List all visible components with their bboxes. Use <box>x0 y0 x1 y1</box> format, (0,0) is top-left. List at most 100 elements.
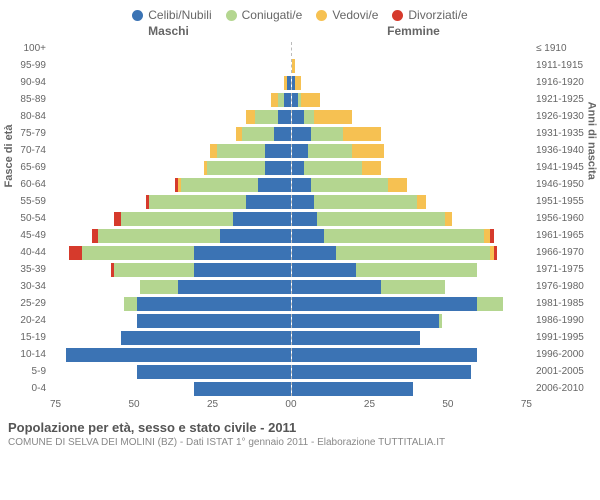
age-row: 0-42006-2010 <box>8 380 592 397</box>
age-label: 90-94 <box>8 77 50 88</box>
bar-segment <box>292 331 420 345</box>
birth-label: 1951-1955 <box>532 196 592 207</box>
male-bar <box>50 246 291 260</box>
bar-segment <box>137 314 291 328</box>
birth-label: 1911-1915 <box>532 60 592 71</box>
legend: Celibi/Nubili Coniugati/e Vedovi/e Divorzia… <box>0 0 600 24</box>
bar-segment <box>381 280 445 294</box>
age-label: 55-59 <box>8 196 50 207</box>
chart-title: Popolazione per età, sesso e stato civil… <box>8 420 592 435</box>
birth-label: 1976-1980 <box>532 281 592 292</box>
female-bar <box>291 178 533 192</box>
female-bar <box>291 229 533 243</box>
bar-segment <box>140 280 178 294</box>
legend-label: Coniugati/e <box>242 8 303 22</box>
legend-item: Vedovi/e <box>316 8 378 22</box>
bar-segment <box>352 144 384 158</box>
bar-segment <box>292 280 382 294</box>
bar-segment <box>233 212 291 226</box>
bar-segment <box>292 246 337 260</box>
bar-segment <box>255 110 277 124</box>
bar-segment <box>181 178 258 192</box>
female-bar <box>291 161 533 175</box>
header-male: Maschi <box>46 24 291 38</box>
age-label: 100+ <box>8 43 50 54</box>
female-bar <box>291 382 533 396</box>
bar-segment <box>124 297 137 311</box>
male-bar <box>50 59 291 73</box>
male-bar <box>50 382 291 396</box>
bar-segment <box>292 365 472 379</box>
age-label: 30-34 <box>8 281 50 292</box>
male-bar <box>50 127 291 141</box>
male-bar <box>50 331 291 345</box>
birth-label: 1971-1975 <box>532 264 592 275</box>
bar-segment <box>292 382 414 396</box>
birth-label: 1966-1970 <box>532 247 592 258</box>
bar-segment <box>242 127 274 141</box>
x-tick: 75 <box>521 399 532 410</box>
age-row: 30-34 1976-1980 <box>8 278 592 295</box>
female-bar <box>291 246 533 260</box>
age-label: 65-69 <box>8 162 50 173</box>
bar-segment <box>292 178 311 192</box>
age-row: 50-541956-1960 <box>8 210 592 227</box>
bar-segment <box>292 195 314 209</box>
birth-label: 1986-1990 <box>532 315 592 326</box>
birth-label: ≤ 1910 <box>532 43 592 54</box>
female-bar <box>291 365 533 379</box>
bar-segment <box>178 280 290 294</box>
male-bar <box>50 178 291 192</box>
bar-segment <box>292 314 440 328</box>
bar-segment <box>292 263 356 277</box>
bar-segment <box>278 110 291 124</box>
bar-segment <box>292 127 311 141</box>
age-row: 55-59 1951-1955 <box>8 193 592 210</box>
bar-segment <box>314 195 417 209</box>
bar-segment <box>477 297 503 311</box>
age-label: 60-64 <box>8 179 50 190</box>
bar-segment <box>274 127 290 141</box>
female-bar <box>291 263 533 277</box>
female-bar <box>291 127 533 141</box>
x-tick: 50 <box>128 399 139 410</box>
birth-label: 1961-1965 <box>532 230 592 241</box>
male-bar <box>50 263 291 277</box>
bar-segment <box>121 331 291 345</box>
bar-segment <box>343 127 381 141</box>
birth-label: 1931-1935 <box>532 128 592 139</box>
age-label: 50-54 <box>8 213 50 224</box>
age-label: 40-44 <box>8 247 50 258</box>
age-row: 25-291981-1985 <box>8 295 592 312</box>
male-bar <box>50 229 291 243</box>
birth-label: 1991-1995 <box>532 332 592 343</box>
male-bar <box>50 161 291 175</box>
bar-segment <box>246 195 291 209</box>
age-row: 80-841926-1930 <box>8 108 592 125</box>
bar-segment <box>308 144 353 158</box>
bar-segment <box>356 263 478 277</box>
bar-segment <box>194 263 290 277</box>
legend-label: Divorziati/e <box>408 8 467 22</box>
legend-label: Celibi/Nubili <box>148 8 211 22</box>
male-bar <box>50 365 291 379</box>
birth-label: 1946-1950 <box>532 179 592 190</box>
age-row: 85-891921-1925 <box>8 91 592 108</box>
bar-segment <box>217 144 265 158</box>
age-label: 75-79 <box>8 128 50 139</box>
population-pyramid: Fasce di età Anni di nascita 100+≤ 19109… <box>8 40 592 397</box>
bar-segment <box>292 297 478 311</box>
bar-segment <box>292 229 324 243</box>
bar-segment <box>292 144 308 158</box>
birth-label: 1981-1985 <box>532 298 592 309</box>
male-bar <box>50 314 291 328</box>
bar-segment <box>137 365 291 379</box>
age-row: 100+ ≤ 1910 <box>8 40 592 57</box>
birth-label: 1921-1925 <box>532 94 592 105</box>
legend-item: Divorziati/e <box>392 8 467 22</box>
x-tick: 25 <box>364 399 375 410</box>
bar-segment <box>336 246 490 260</box>
legend-swatch <box>132 10 143 21</box>
male-bar <box>50 280 291 294</box>
male-bar <box>50 348 291 362</box>
